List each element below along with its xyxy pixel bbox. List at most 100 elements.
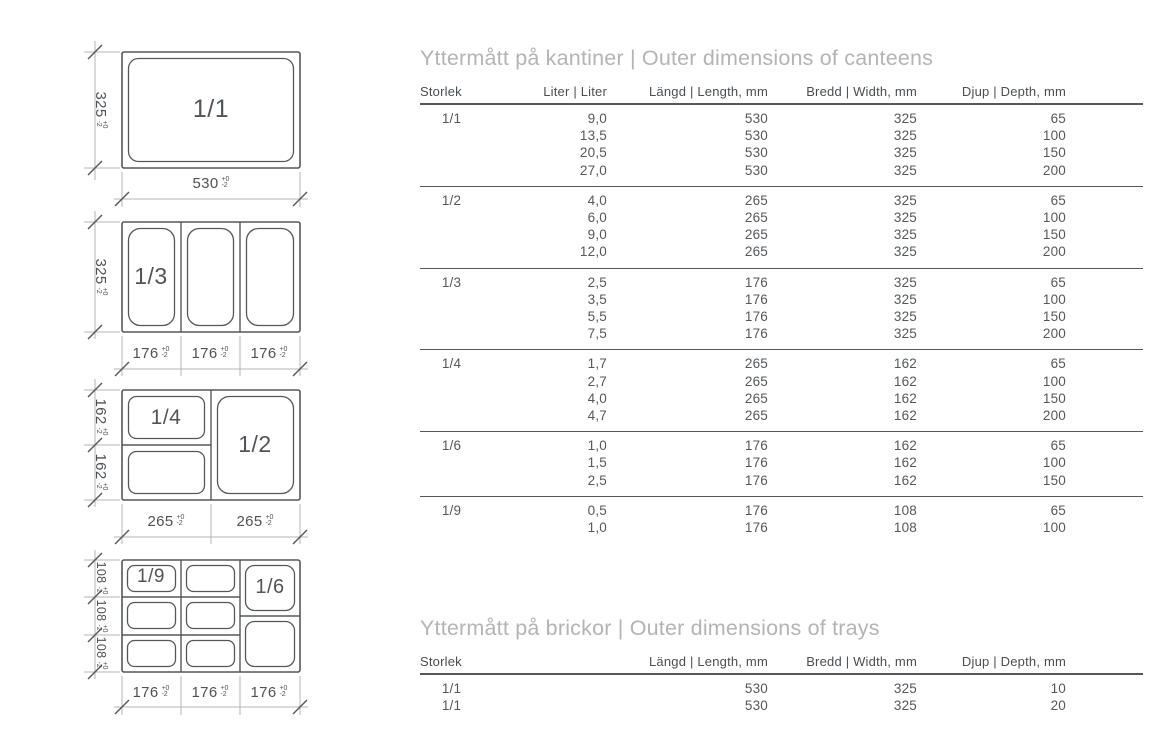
cell-bredd: 162	[893, 472, 917, 488]
table-row: 1/1 530 325 20	[420, 697, 1143, 714]
dim-label-side: 325 +0 -2	[93, 249, 110, 305]
cell-spacer	[1066, 390, 1143, 407]
cell-spacer	[1066, 697, 1143, 714]
cell-bredd: 108	[893, 502, 917, 518]
cell-langd: 530	[744, 698, 768, 714]
diagram-canteen-1-4-1-2: 1/4 1/2 162 +0 -2 162 +0 -2 265 +0 -2 265 +…	[75, 378, 320, 550]
cell-storlek	[420, 472, 505, 489]
tolerance: +0 -2	[161, 345, 170, 359]
cell-langd: 265	[744, 227, 768, 243]
cell-bredd: 325	[893, 309, 917, 325]
dim-value: 108	[94, 599, 108, 622]
cell-djup: 150	[1042, 145, 1066, 161]
cell-langd: 176	[744, 326, 768, 342]
cell-storlek	[420, 243, 505, 260]
pan-label-1-2: 1/2	[238, 431, 272, 457]
trays-body: 1/1 530 325 10 1/1 530 325 20	[420, 675, 1143, 721]
cell-langd: 265	[744, 373, 768, 389]
dim-value: 530	[192, 174, 219, 192]
canteens-group-1-6: 1/6 1,0 176 162 65 1,5 176 162 100 2,5 176 162 150	[420, 431, 1143, 496]
table-row: 1/3 2,5 176 325 65	[420, 274, 1143, 291]
cell-bredd: 325	[893, 326, 917, 342]
header-storlek: Storlek	[420, 84, 462, 99]
pan-outline	[121, 221, 301, 333]
tolerance: +0 -2	[95, 427, 109, 436]
dim-label-bottom: 176 +0 -2	[180, 344, 240, 362]
cell-bredd: 325	[893, 162, 917, 178]
dim-label-bottom: 176 +0 -2	[121, 684, 181, 701]
tolerance: +0 -2	[265, 513, 274, 527]
dim-value: 176	[250, 344, 277, 362]
cell-langd: 530	[744, 681, 768, 697]
dim-value: 162	[92, 398, 110, 425]
pan-outline	[121, 559, 301, 673]
cell-langd: 265	[744, 210, 768, 226]
table-row: 20,5 530 325 150	[420, 144, 1143, 161]
cell-bredd: 325	[893, 244, 917, 260]
cell-spacer	[1066, 274, 1143, 291]
cell-djup: 65	[1050, 274, 1066, 290]
tolerance: +0 -2	[95, 482, 109, 491]
dim-label-side: 325 +0 -2	[93, 82, 110, 138]
dim-value: 108	[94, 636, 108, 659]
table-row: 2,7 265 162 100	[420, 373, 1143, 390]
tolerance: +0 -2	[220, 345, 229, 359]
table-row: 9,0 265 325 150	[420, 226, 1143, 243]
table-row: 3,5 176 325 100	[420, 291, 1143, 308]
dim-value: 176	[191, 344, 218, 362]
cell-spacer	[1066, 144, 1143, 161]
canteens-group-1-4: 1/4 1,7 265 162 65 2,7 265 162 100 4,0 265 162 150 4,…	[420, 349, 1143, 431]
header-bredd: Bredd | Width, mm	[806, 84, 917, 99]
diagram-canteen-1-3: 1/3 325 +0 -2 176 +0 -2 176 +0 -2 176 +0 -2	[75, 208, 320, 383]
canteens-group-1-1: 1/1 9,0 530 325 65 13,5 530 325 100 20,5 530 325 150…	[420, 105, 1143, 186]
table-row: 1/1 9,0 530 325 65	[420, 110, 1143, 127]
canteens-table: Yttermått på kantiner | Outer dimensions…	[420, 45, 1143, 543]
dim-label-bottom: 176 +0 -2	[180, 684, 240, 701]
cell-liter: 2,5	[587, 472, 607, 488]
dimension-lines	[84, 41, 308, 207]
cell-liter: 3,5	[587, 291, 607, 307]
cell-bredd: 162	[893, 356, 917, 372]
cell-liter: 4,0	[587, 192, 607, 208]
tables-panel: Yttermått på kantiner | Outer dimensions…	[420, 0, 1143, 722]
cell-langd: 176	[744, 520, 768, 536]
cell-djup: 150	[1042, 309, 1066, 325]
dim-value: 176	[132, 344, 159, 362]
cell-spacer	[1066, 243, 1143, 260]
cell-djup: 65	[1050, 192, 1066, 208]
dimension-ticks	[87, 552, 308, 715]
dim-value: 108	[94, 561, 108, 584]
cell-langd: 530	[744, 128, 768, 144]
cell-spacer	[1066, 454, 1143, 471]
cell-djup: 100	[1042, 128, 1066, 144]
cell-djup: 65	[1050, 356, 1066, 372]
pan-label-1-4: 1/4	[150, 406, 182, 429]
cell-spacer	[1066, 373, 1143, 390]
header-djup: Djup | Depth, mm	[961, 84, 1066, 99]
table-row: 1,0 176 108 100	[420, 519, 1143, 536]
dimension-lines	[84, 550, 308, 715]
table-row: 7,5 176 325 200	[420, 325, 1143, 342]
cell-liter: 5,5	[587, 309, 607, 325]
canteens-header-row: Storlek Liter | Liter Längd | Length, mm…	[420, 84, 1143, 105]
tolerance: +0 -2	[176, 513, 185, 527]
cell-storlek	[420, 519, 505, 536]
canteen-1-4-1-2-drawing	[84, 379, 308, 545]
table-row: 27,0 530 325 200	[420, 162, 1143, 179]
cell-djup: 200	[1042, 162, 1066, 178]
cell-bredd: 325	[893, 111, 917, 126]
cell-liter: 1,5	[587, 455, 607, 471]
table-row: 12,0 265 325 200	[420, 243, 1143, 260]
cell-liter: 1,0	[587, 520, 607, 536]
cell-langd: 530	[744, 111, 768, 126]
cell-storlek: 1/1	[441, 681, 462, 697]
cell-liter: 2,5	[587, 274, 607, 290]
header-bredd: Bredd | Width, mm	[806, 654, 917, 670]
dim-value: 265	[236, 512, 263, 530]
cell-spacer	[1066, 127, 1143, 144]
cell-storlek	[420, 308, 505, 325]
table-row: 1/2 4,0 265 325 65	[420, 192, 1143, 209]
cell-liter: 12,0	[579, 244, 607, 260]
cell-storlek: 1/4	[441, 356, 462, 372]
tolerance: +0 -2	[279, 684, 288, 698]
